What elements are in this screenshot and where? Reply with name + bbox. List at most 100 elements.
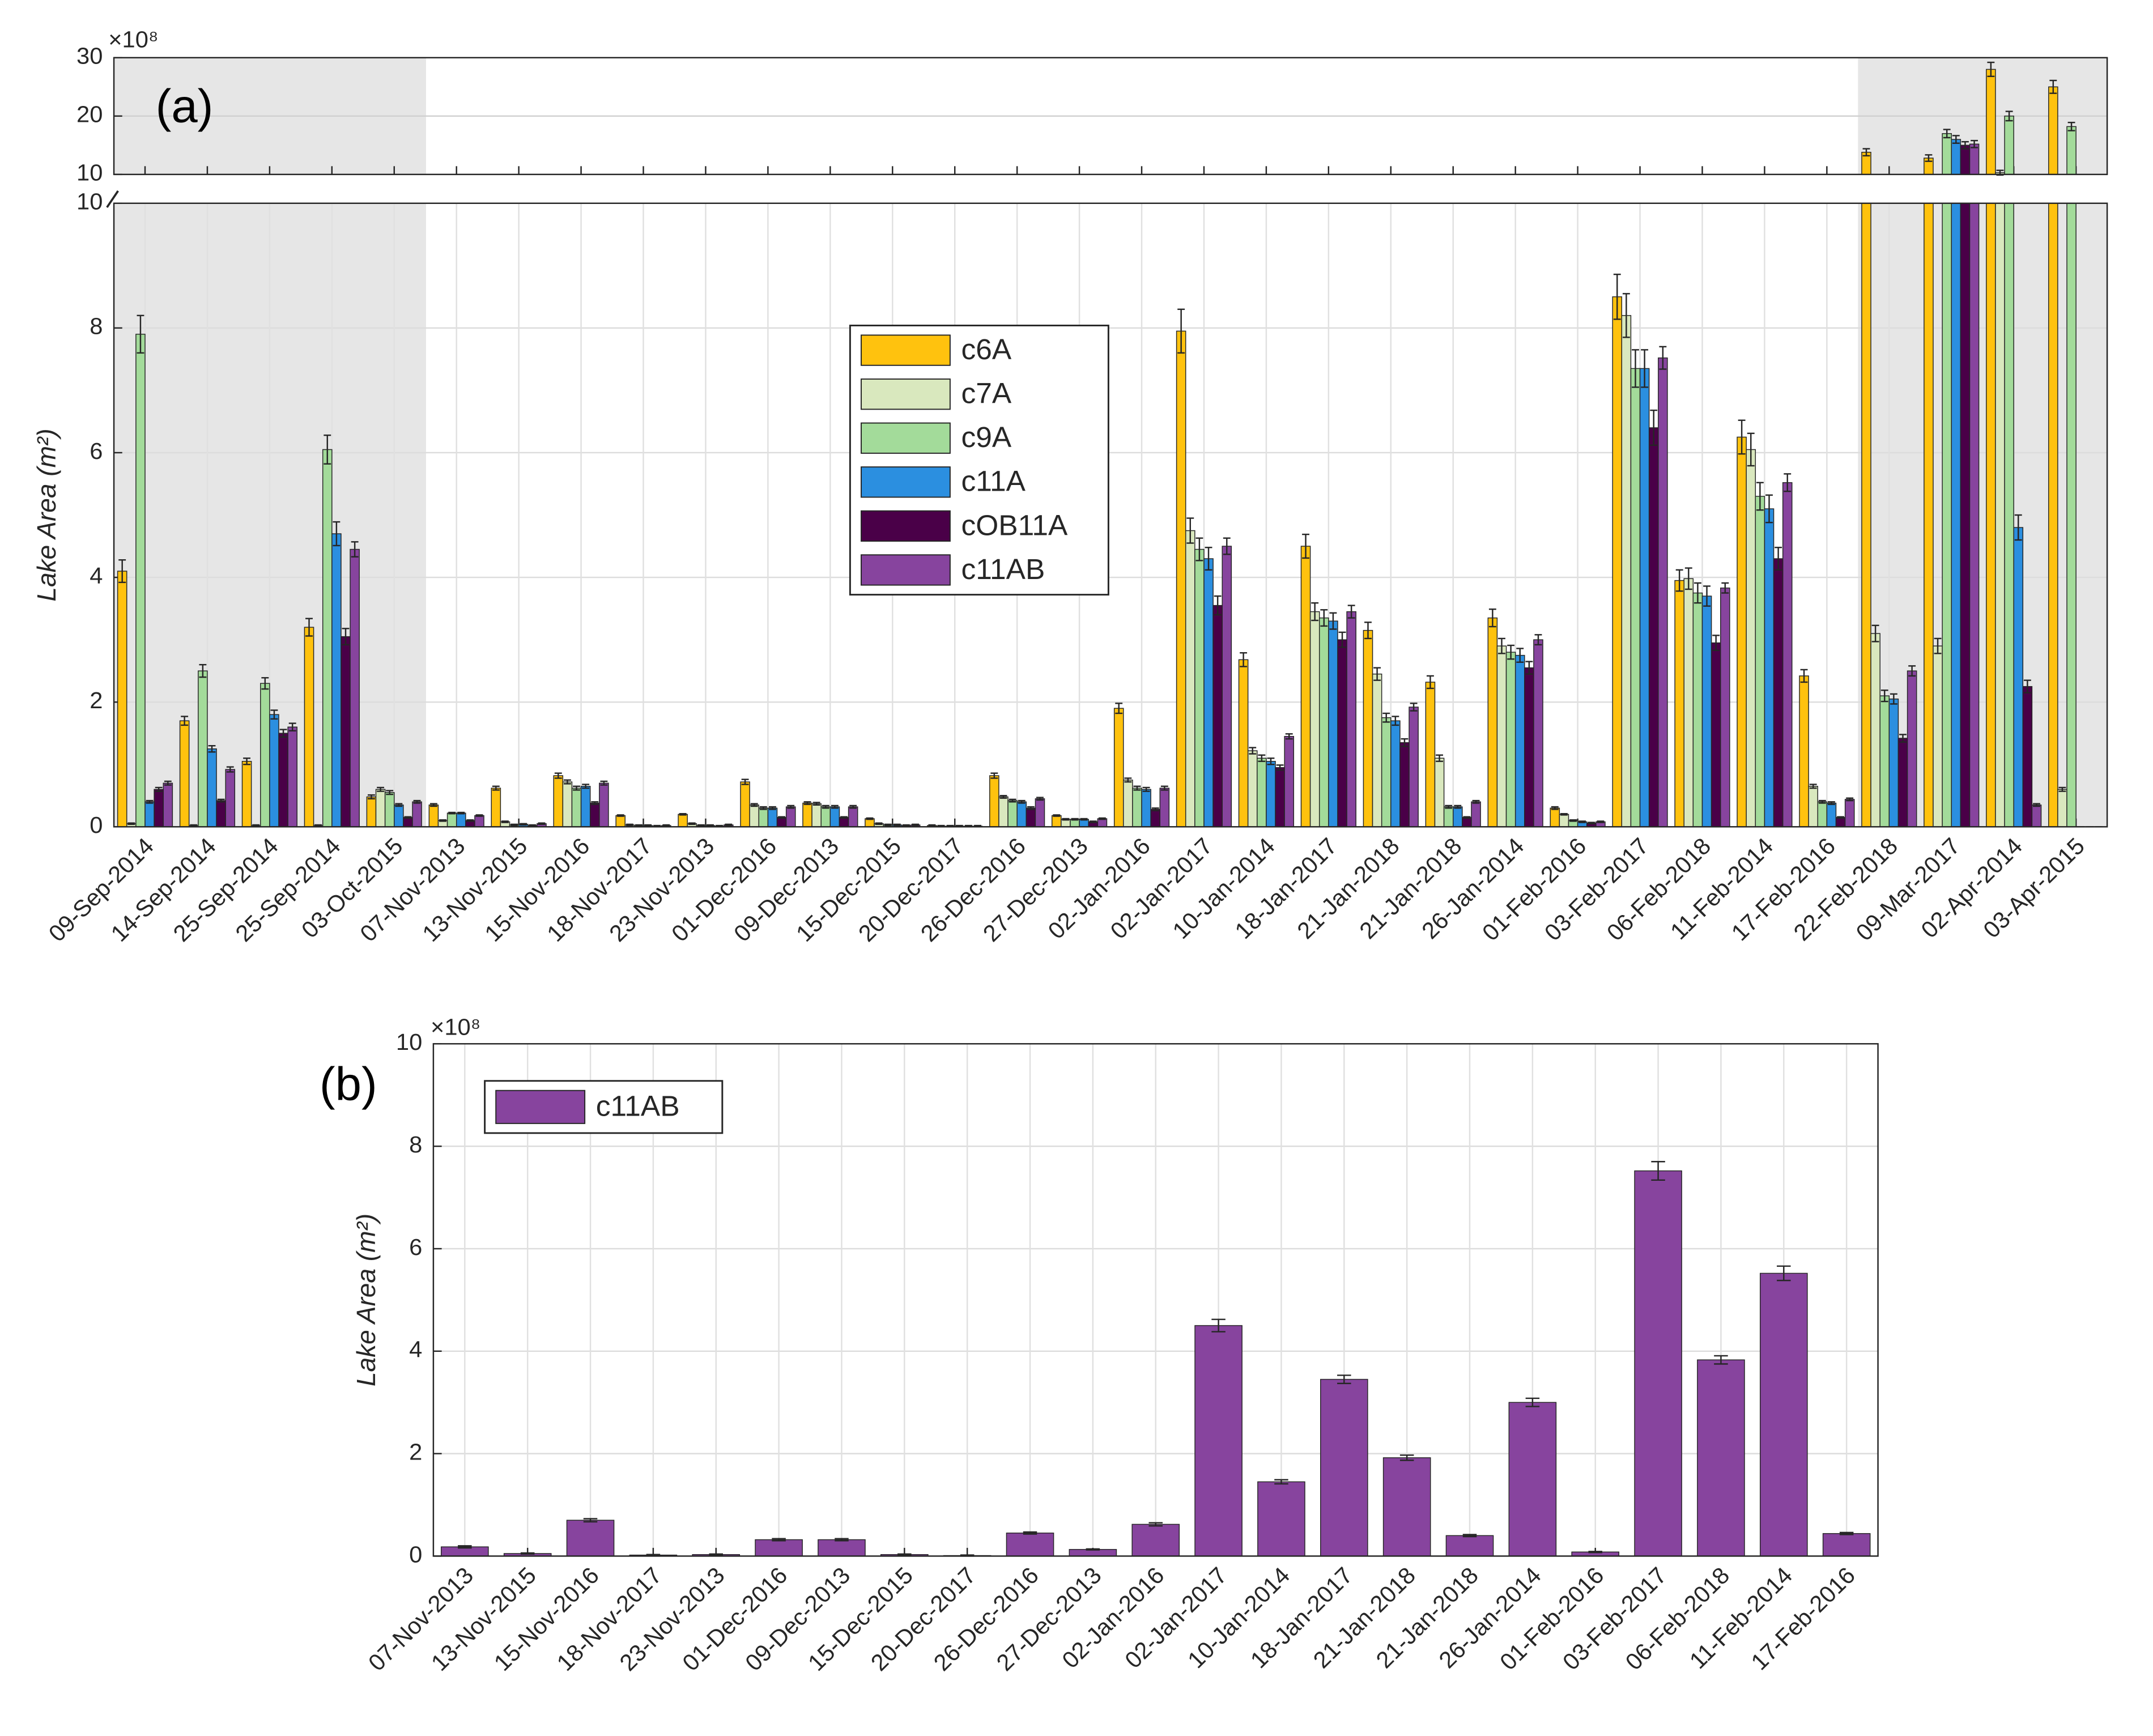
bar bbox=[1524, 667, 1534, 828]
error-bar bbox=[1641, 349, 1649, 388]
error-bar bbox=[1151, 807, 1159, 811]
error-bar bbox=[217, 798, 225, 803]
panel-label: (a) bbox=[156, 80, 214, 132]
error-bar bbox=[492, 785, 500, 791]
error-bar bbox=[404, 816, 412, 819]
bar bbox=[1648, 427, 1659, 828]
bar bbox=[1247, 750, 1258, 828]
error-bar bbox=[305, 618, 313, 637]
bar bbox=[1203, 558, 1214, 828]
error-bar bbox=[190, 824, 198, 827]
error-bar bbox=[1871, 624, 1879, 643]
error-bar bbox=[1597, 820, 1605, 823]
error-bar bbox=[644, 824, 652, 827]
error-bar bbox=[457, 811, 465, 815]
bar bbox=[1942, 133, 1952, 175]
error-bar bbox=[1721, 582, 1729, 594]
error-bar bbox=[1498, 637, 1505, 654]
bar bbox=[1185, 530, 1195, 828]
error-bar bbox=[510, 823, 518, 827]
error-bar bbox=[2067, 121, 2075, 131]
bar bbox=[1007, 800, 1018, 828]
axes-frame bbox=[432, 1043, 1879, 1557]
bar bbox=[225, 769, 236, 828]
bar bbox=[1132, 788, 1142, 828]
bar bbox=[599, 782, 609, 828]
error-bar bbox=[243, 758, 251, 765]
bar bbox=[2004, 203, 2014, 828]
error-bar bbox=[769, 806, 776, 810]
legend-label: c6A bbox=[961, 333, 1012, 365]
bar bbox=[1559, 814, 1569, 828]
error-bar bbox=[1488, 608, 1496, 628]
bar bbox=[1487, 617, 1498, 828]
bar bbox=[678, 814, 688, 828]
bar bbox=[1141, 789, 1151, 828]
bar bbox=[1692, 592, 1703, 828]
bar bbox=[1612, 296, 1623, 828]
bar bbox=[350, 548, 360, 828]
bar bbox=[818, 1539, 866, 1557]
bar bbox=[811, 803, 822, 828]
bar bbox=[1822, 1533, 1871, 1557]
bar bbox=[2066, 126, 2077, 175]
bar bbox=[1257, 758, 1267, 828]
error-bar bbox=[741, 778, 749, 785]
error-bar bbox=[626, 823, 633, 827]
error-bar bbox=[849, 805, 857, 809]
error-bar bbox=[1703, 585, 1711, 607]
error-bar bbox=[1613, 274, 1621, 320]
error-bar bbox=[1177, 308, 1185, 354]
error-bar bbox=[1214, 595, 1222, 616]
y-tick-label: 10 bbox=[396, 1028, 422, 1055]
error-bar bbox=[226, 766, 234, 773]
bar bbox=[1759, 1273, 1808, 1557]
y-tick-label: 2 bbox=[409, 1439, 422, 1465]
bar bbox=[1131, 1524, 1180, 1557]
bar bbox=[491, 788, 501, 828]
legend-swatch bbox=[861, 510, 951, 542]
error-bar bbox=[288, 722, 296, 732]
bar bbox=[2048, 203, 2058, 828]
error-bar bbox=[1809, 784, 1817, 789]
bar bbox=[2022, 686, 2033, 828]
bar bbox=[848, 806, 858, 828]
legend-label: c9A bbox=[961, 421, 1012, 453]
bar bbox=[1773, 558, 1784, 828]
bar bbox=[2013, 527, 2024, 828]
bar bbox=[580, 786, 591, 828]
y-tick-label: 4 bbox=[90, 562, 103, 589]
error-bar bbox=[1080, 818, 1088, 821]
bar bbox=[446, 812, 457, 828]
error-bar bbox=[1086, 1548, 1100, 1551]
error-bar bbox=[1302, 533, 1309, 559]
bar bbox=[1835, 817, 1846, 828]
bar bbox=[820, 806, 831, 828]
error-bar bbox=[912, 823, 920, 827]
error-bar bbox=[1036, 797, 1044, 801]
error-bar bbox=[1410, 703, 1418, 712]
bar bbox=[1960, 203, 1971, 828]
legend-label: cOB11A bbox=[961, 509, 1069, 542]
bar bbox=[1630, 368, 1641, 828]
bar bbox=[474, 815, 484, 828]
error-bar bbox=[324, 434, 331, 465]
error-bar bbox=[1364, 622, 1372, 640]
bar bbox=[1737, 436, 1747, 828]
axes-frame bbox=[113, 202, 2108, 828]
error-bar bbox=[1784, 473, 1792, 492]
y-tick-label: 4 bbox=[409, 1336, 422, 1363]
error-bar bbox=[1089, 820, 1097, 823]
error-bar bbox=[1472, 799, 1480, 804]
error-bar bbox=[270, 709, 278, 720]
y-tick-label: 8 bbox=[409, 1131, 422, 1158]
bar bbox=[403, 817, 413, 828]
error-bar bbox=[1148, 1522, 1163, 1527]
error-bar bbox=[875, 822, 883, 826]
error-bar bbox=[1952, 135, 1960, 144]
error-bar bbox=[1738, 419, 1746, 455]
error-bar bbox=[1027, 806, 1035, 810]
bar bbox=[562, 781, 573, 828]
bar bbox=[1266, 760, 1276, 828]
